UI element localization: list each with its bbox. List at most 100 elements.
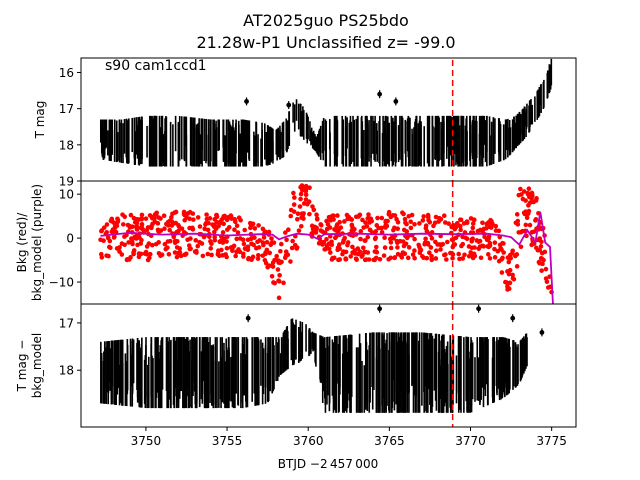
bkg-point (526, 186, 532, 192)
bkg-point (410, 252, 416, 257)
bkg-point (337, 246, 343, 251)
bkg-point (204, 212, 209, 217)
bkg-point (505, 287, 510, 292)
bkg-point (374, 244, 379, 250)
bkg-point (470, 221, 476, 226)
bkg-point (442, 252, 447, 258)
bkg-point (224, 239, 229, 244)
y-tick-label: 10 (59, 188, 74, 202)
bkg-point (298, 224, 304, 229)
bkg-point (138, 241, 144, 246)
bkg-point (492, 255, 498, 260)
bkg-point (195, 243, 201, 249)
bkg-point (395, 226, 401, 232)
bkg-point (435, 242, 440, 247)
bkg-point (291, 202, 297, 207)
bkg-point (220, 215, 226, 221)
bkg-point (340, 251, 345, 257)
bkg-point (395, 219, 401, 225)
bkg-point (221, 221, 227, 227)
bkg-point (487, 240, 493, 246)
bkg-point (350, 250, 355, 255)
bkg-point (514, 212, 520, 217)
bkg-point (314, 212, 319, 218)
bkg-point (379, 215, 385, 221)
bkg-point (197, 224, 203, 229)
bkg-point (158, 253, 163, 259)
bkg-point (360, 245, 366, 251)
bkg-point (478, 255, 484, 261)
bkg-point (285, 252, 291, 258)
bkg-point (296, 228, 302, 233)
bkg-point (429, 257, 435, 263)
bkg-point (117, 245, 122, 250)
bkg-point (224, 254, 229, 260)
bkg-point (486, 236, 491, 242)
bkg-point (217, 219, 223, 225)
bkg-point (358, 236, 363, 242)
bkg-point (147, 255, 152, 261)
bkg-point (365, 234, 371, 240)
bkg-point (269, 273, 275, 279)
bkg-point (329, 257, 335, 262)
bkg-point (234, 236, 240, 242)
bkg-point (543, 266, 549, 272)
bkg-point (144, 244, 150, 249)
bkg-point (278, 248, 283, 254)
bkg-point (518, 186, 523, 192)
outlier-point (286, 102, 292, 108)
bkg-point (264, 239, 270, 245)
bkg-point (472, 253, 478, 259)
bkg-point (183, 251, 189, 257)
bkg-point (131, 215, 137, 221)
bkg-point (139, 216, 145, 221)
bkg-point (518, 244, 524, 250)
bkg-point (292, 195, 297, 200)
bkg-point (506, 259, 512, 265)
bkg-point (211, 224, 217, 230)
bkg-point (399, 255, 405, 260)
bkg-point (245, 237, 251, 243)
bottom-panel-mag-minus-bkg: 17 18 3750 3755 3760 3765 3770 3775 T mag −bkg_m… (15, 303, 577, 448)
bkg-point (288, 259, 293, 264)
bkg-point (225, 227, 230, 232)
top-panel-mag: 16 17 18 19 T mag (33, 57, 577, 189)
outlier-point (393, 99, 399, 104)
bkg-point (142, 251, 148, 256)
plot-area-0 (99, 58, 553, 167)
bkg-point (382, 235, 387, 241)
bkg-point (257, 238, 262, 243)
bkg-point (343, 256, 349, 261)
bkg-point (484, 221, 489, 227)
bkg-point (361, 225, 367, 230)
bkg-point (493, 223, 499, 229)
bkg-point (179, 226, 185, 231)
bkg-point (417, 221, 422, 226)
bkg-point (515, 222, 521, 227)
bkg-point (383, 223, 388, 229)
bkg-point (149, 223, 154, 229)
bkg-point (345, 242, 350, 248)
bkg-point (185, 237, 190, 243)
bkg-point (207, 216, 213, 221)
bkg-point (438, 247, 443, 252)
bkg-point (165, 239, 171, 244)
bkg-point (235, 230, 241, 235)
bkg-point (382, 245, 388, 250)
bkg-point (368, 216, 373, 222)
bkg-point (229, 216, 235, 221)
bkg-point (460, 256, 466, 261)
bkg-point (230, 248, 235, 254)
bkg-point (376, 225, 381, 231)
bkg-point (153, 241, 159, 247)
bkg-point (127, 223, 133, 229)
x-tick-label: 3755 (212, 434, 243, 448)
bkg-point (422, 241, 427, 247)
y-axis-label: T mag (33, 101, 47, 140)
bkg-point (190, 227, 196, 232)
bkg-point (402, 251, 408, 257)
bkg-point (412, 221, 417, 227)
bkg-point (499, 247, 504, 252)
bkg-point (99, 228, 105, 233)
